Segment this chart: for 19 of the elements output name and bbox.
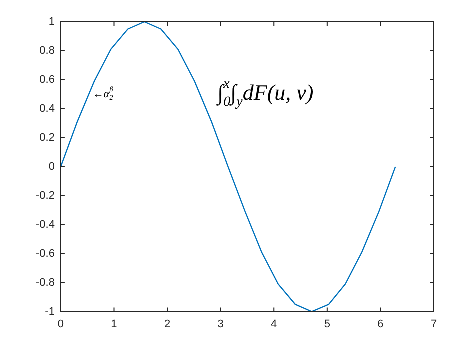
x-tick-label: 2 <box>164 318 171 330</box>
y-tick-label: -0.2 <box>36 190 55 202</box>
y-tick-label: 0.8 <box>40 45 55 58</box>
y-tick-label: 0 <box>48 160 55 173</box>
x-tick-label: 5 <box>324 318 330 330</box>
y-tick-label: 0.4 <box>40 102 55 115</box>
y-tick-label: 0.6 <box>40 74 55 86</box>
y-tick-label: 1 <box>48 16 55 28</box>
x-tick-label: 6 <box>378 318 384 330</box>
x-tick-label: 4 <box>271 318 278 330</box>
x-tick-label: 1 <box>111 318 118 330</box>
x-tick-label: 7 <box>430 318 438 330</box>
x-tick-label: 0 <box>58 318 64 330</box>
x-tick-label: 3 <box>218 318 224 330</box>
y-tick-label: -1 <box>45 306 55 318</box>
y-tick-label: 0.2 <box>40 132 55 144</box>
y-tick-label: -0.8 <box>36 276 55 289</box>
y-tick-label: -0.4 <box>36 218 55 231</box>
y-tick-label: -0.6 <box>36 248 55 260</box>
